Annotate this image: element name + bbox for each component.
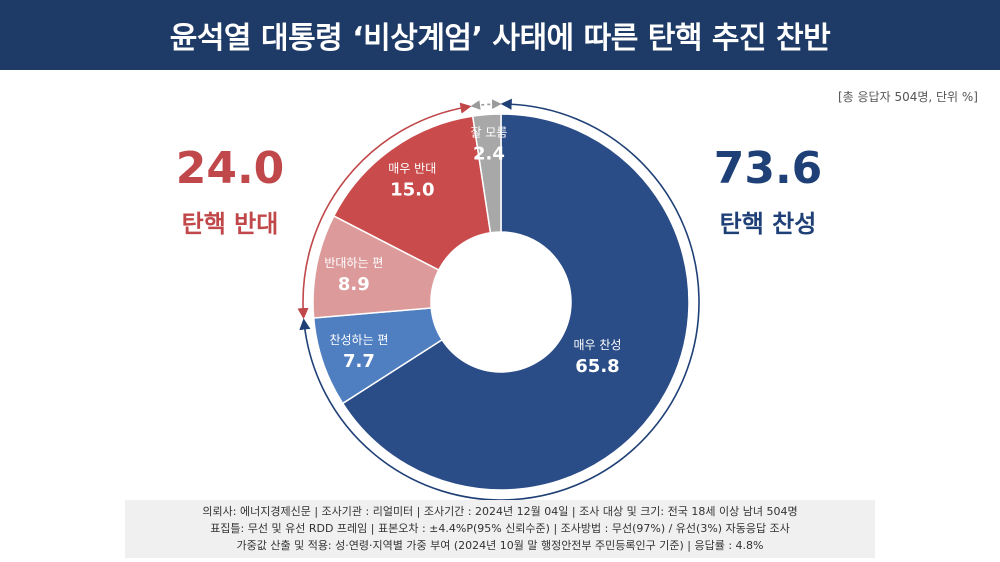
footnote-line-1: 의뢰사: 에너지경제신문 | 조사기관 : 리얼미터 | 조사기간 : 2024… [202,505,798,518]
label-strong-oppose-name: 매우 반대 [388,162,436,176]
oppose-total-label: 탄핵 반대 [181,210,279,238]
unit-note: [총 응답자 504명, 단위 %] [837,90,978,104]
footnote-line-3: 가중값 산출 및 적용: 성·연령·지역별 가중 부여 (2024년 10월 말… [236,539,764,552]
chart-title: 윤석열 대통령 ‘비상계엄’ 사태에 따른 탄핵 추진 찬반 [169,21,831,56]
support-total-label: 탄핵 찬성 [719,210,817,238]
label-lean-support-value: 7.7 [343,351,375,372]
support-bracket-arc [299,98,700,501]
slice-labels: 매우 찬성 65.8 찬성하는 편 7.7 반대하는 편 8.9 매우 반대 15.0 잘 모름… [324,125,621,376]
label-strong-support-value: 65.8 [575,356,619,377]
label-strong-oppose-value: 15.0 [390,180,434,201]
support-total-value: 73.6 [713,143,823,194]
footnote-line-2: 표집틀: 무선 및 유선 RDD 프레임 | 표본오차 : ±4.4%P(95%… [210,522,790,535]
label-strong-support-name: 매우 찬성 [574,337,622,352]
label-dont-know-value: 2.4 [473,143,505,164]
label-lean-support-name: 찬성하는 편 [329,332,388,347]
donut-slices [312,113,690,491]
group-brackets [297,98,700,501]
survey-footnote: 의뢰사: 에너지경제신문 | 조사기관 : 리얼미터 | 조사기간 : 2024… [125,500,875,558]
oppose-bracket-arc [297,102,472,320]
oppose-total-value: 24.0 [175,143,285,194]
oppose-summary: 24.0 탄핵 반대 [150,142,310,239]
label-dont-know-name: 잘 모름 [470,125,507,139]
label-lean-oppose-name: 반대하는 편 [324,256,383,270]
title-bar: 윤석열 대통령 ‘비상계엄’ 사태에 따른 탄핵 추진 찬반 [0,0,1000,70]
support-summary: 73.6 탄핵 찬성 [688,142,848,239]
label-lean-oppose-value: 8.9 [338,274,370,295]
slice-strong-support [341,113,690,491]
dont-know-bracket-arc [470,99,502,110]
